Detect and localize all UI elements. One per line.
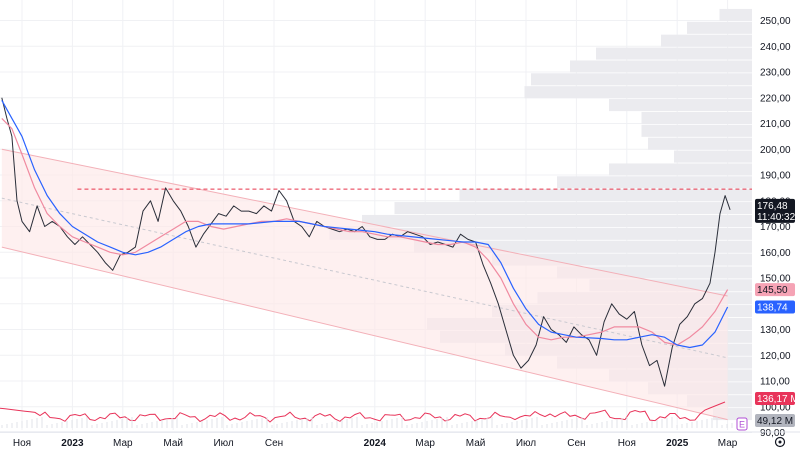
volume-1-badge-bg	[755, 392, 795, 405]
gear-ring	[774, 436, 786, 448]
volume-profile-bar	[719, 8, 752, 21]
y-tick-label: 250,00	[760, 16, 791, 27]
volume-profile-bar	[661, 34, 752, 47]
volume-profile-bar	[609, 163, 752, 176]
volume-profile-bar	[524, 86, 752, 99]
x-tick-label: Мар	[113, 438, 133, 449]
last-price-badge-text: 11:40:32	[757, 212, 796, 223]
volume-profile-bar	[557, 176, 752, 189]
volume-2-badge-text: 49,12 M	[757, 416, 793, 427]
volume-profile-bar	[648, 137, 752, 150]
volume-profile-bar	[459, 189, 752, 202]
x-tick-label: Июл	[516, 438, 536, 449]
channel-lower-line	[1, 246, 728, 421]
x-tick-label: Ноя	[618, 438, 636, 449]
volume-2-badge: 49,12 M	[755, 414, 795, 427]
volume-profile-bar	[394, 202, 752, 215]
x-axis[interactable]: Ноя 2023 Мар Май Июл Сен 2024 Мар Май Июл Сен Ноя 20…	[0, 431, 800, 449]
x-tick-label: Май	[466, 438, 486, 449]
last-price-badge-bg	[755, 198, 795, 223]
x-tick-label: 2025	[666, 438, 689, 449]
last-price-badge-text: 176,48	[757, 201, 788, 212]
volume-1-badge: 136,17 M	[755, 392, 799, 405]
x-tick-label: Мар	[718, 438, 738, 449]
event-marker[interactable]: E	[736, 417, 748, 431]
y-tick-label: 100,00	[760, 402, 791, 413]
gear-icon[interactable]	[774, 436, 786, 448]
volume-2-badge-bg	[755, 414, 795, 427]
ma-slow-badge-bg	[755, 283, 795, 297]
volume-profile-bar	[641, 111, 752, 124]
y-tick-label: 170,00	[760, 222, 791, 233]
x-tick-label: 2024	[364, 438, 387, 449]
y-axis[interactable]: 250,00 240,00 230,00 220,00 210,00 200,00 190,…	[760, 16, 791, 439]
x-tick-label: Сен	[567, 438, 585, 449]
ma-fast-badge-text: 138,74	[757, 302, 788, 313]
channel-upper-line	[1, 148, 728, 297]
x-tick-label: Мар	[415, 438, 435, 449]
y-tick-label: 220,00	[760, 93, 791, 104]
y-tick-label: 120,00	[760, 351, 791, 362]
y-tick-label: 240,00	[760, 42, 791, 53]
ma-fast-line	[1, 100, 729, 349]
volume-profile-bar	[362, 214, 752, 227]
y-tick-label: 190,00	[760, 171, 791, 182]
volume-1-badge-text: 136,17 M	[757, 394, 799, 405]
channel-mid-line	[1, 197, 728, 359]
y-tick-label: 230,00	[760, 68, 791, 79]
gear-hub	[778, 440, 782, 444]
volume-pane	[0, 401, 748, 428]
x-tick-label: Июл	[213, 438, 233, 449]
y-tick-label: 150,00	[760, 274, 791, 285]
ma-fast-badge-bg	[755, 300, 795, 314]
ma-fast-badge: 138,74	[755, 300, 795, 314]
ma-slow-line	[1, 117, 729, 346]
ma-slow-badge: 145,50	[755, 283, 795, 297]
x-tick-label: Ноя	[13, 438, 31, 449]
series-group	[1, 97, 731, 387]
ma-slow-badge-text: 145,50	[757, 285, 788, 296]
volume-profile-bar	[531, 73, 752, 86]
event-marker-text: E	[739, 420, 745, 430]
volume-profile-bar	[687, 21, 752, 34]
volume-profile-bar	[596, 47, 752, 60]
x-tick-label: Май	[163, 438, 183, 449]
volume-profile-bar	[674, 150, 752, 163]
volume-profile-bar	[641, 124, 752, 137]
y-tick-label: 90,00	[760, 428, 785, 439]
y-tick-label: 130,00	[760, 325, 791, 336]
y-tick-label: 160,00	[760, 248, 791, 259]
x-tick-label: 2023	[61, 438, 84, 449]
volume-line	[0, 401, 726, 423]
y-tick-label: 200,00	[760, 145, 791, 156]
price-line	[1, 97, 731, 387]
x-tick-label: Сен	[265, 438, 283, 449]
volume-profile-bar	[570, 60, 752, 73]
y-tick-label: 110,00	[760, 377, 790, 388]
event-marker-box	[736, 417, 748, 431]
volume-profile-bar	[609, 99, 752, 112]
y-tick-label: 210,00	[760, 119, 791, 130]
